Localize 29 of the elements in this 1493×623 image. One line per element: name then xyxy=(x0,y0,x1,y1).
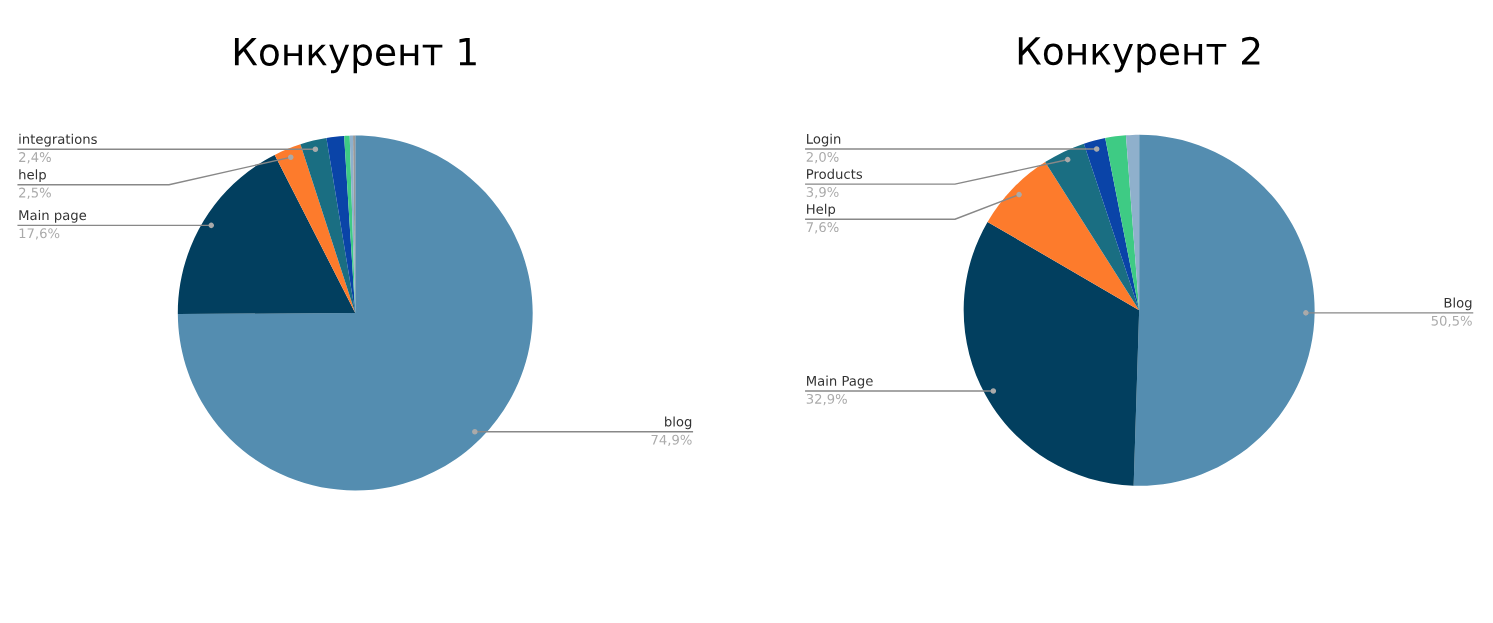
slice-label: Products xyxy=(807,168,863,179)
pie-slice xyxy=(177,135,533,491)
slice-label: integrations xyxy=(19,133,97,147)
slice-label: Main Page xyxy=(807,375,873,389)
data-label: 17,6% xyxy=(19,228,60,240)
pie-slice xyxy=(300,137,356,313)
pie-slice xyxy=(1083,138,1140,311)
data-label: 2,5% xyxy=(19,187,51,199)
data-label: 74,9% xyxy=(651,434,692,447)
slice-label: blog xyxy=(665,416,692,430)
pie-slice xyxy=(1133,134,1315,486)
pie-slice xyxy=(963,221,1140,486)
slice-label: Main page xyxy=(19,209,87,223)
slice-label: Login xyxy=(807,133,841,147)
slice-label: help xyxy=(19,169,46,183)
chart-title: Конкурент 2 xyxy=(1018,36,1260,73)
data-label: 32,9% xyxy=(806,393,847,406)
pie-slice xyxy=(177,154,356,315)
data-label: 7,6% xyxy=(806,222,839,234)
pie-slice xyxy=(1045,143,1140,311)
pie-slice xyxy=(274,144,356,313)
data-label: 2,0% xyxy=(806,151,839,164)
slice-label: Help xyxy=(807,203,836,217)
data-label: 50,5% xyxy=(1431,315,1472,328)
data-label: 3,9% xyxy=(806,187,839,199)
chart-title: Конкурент 1 xyxy=(234,38,476,74)
data-label: 2,4% xyxy=(19,152,51,164)
pie-slice xyxy=(987,162,1140,311)
slice-label: Blog xyxy=(1444,297,1472,311)
